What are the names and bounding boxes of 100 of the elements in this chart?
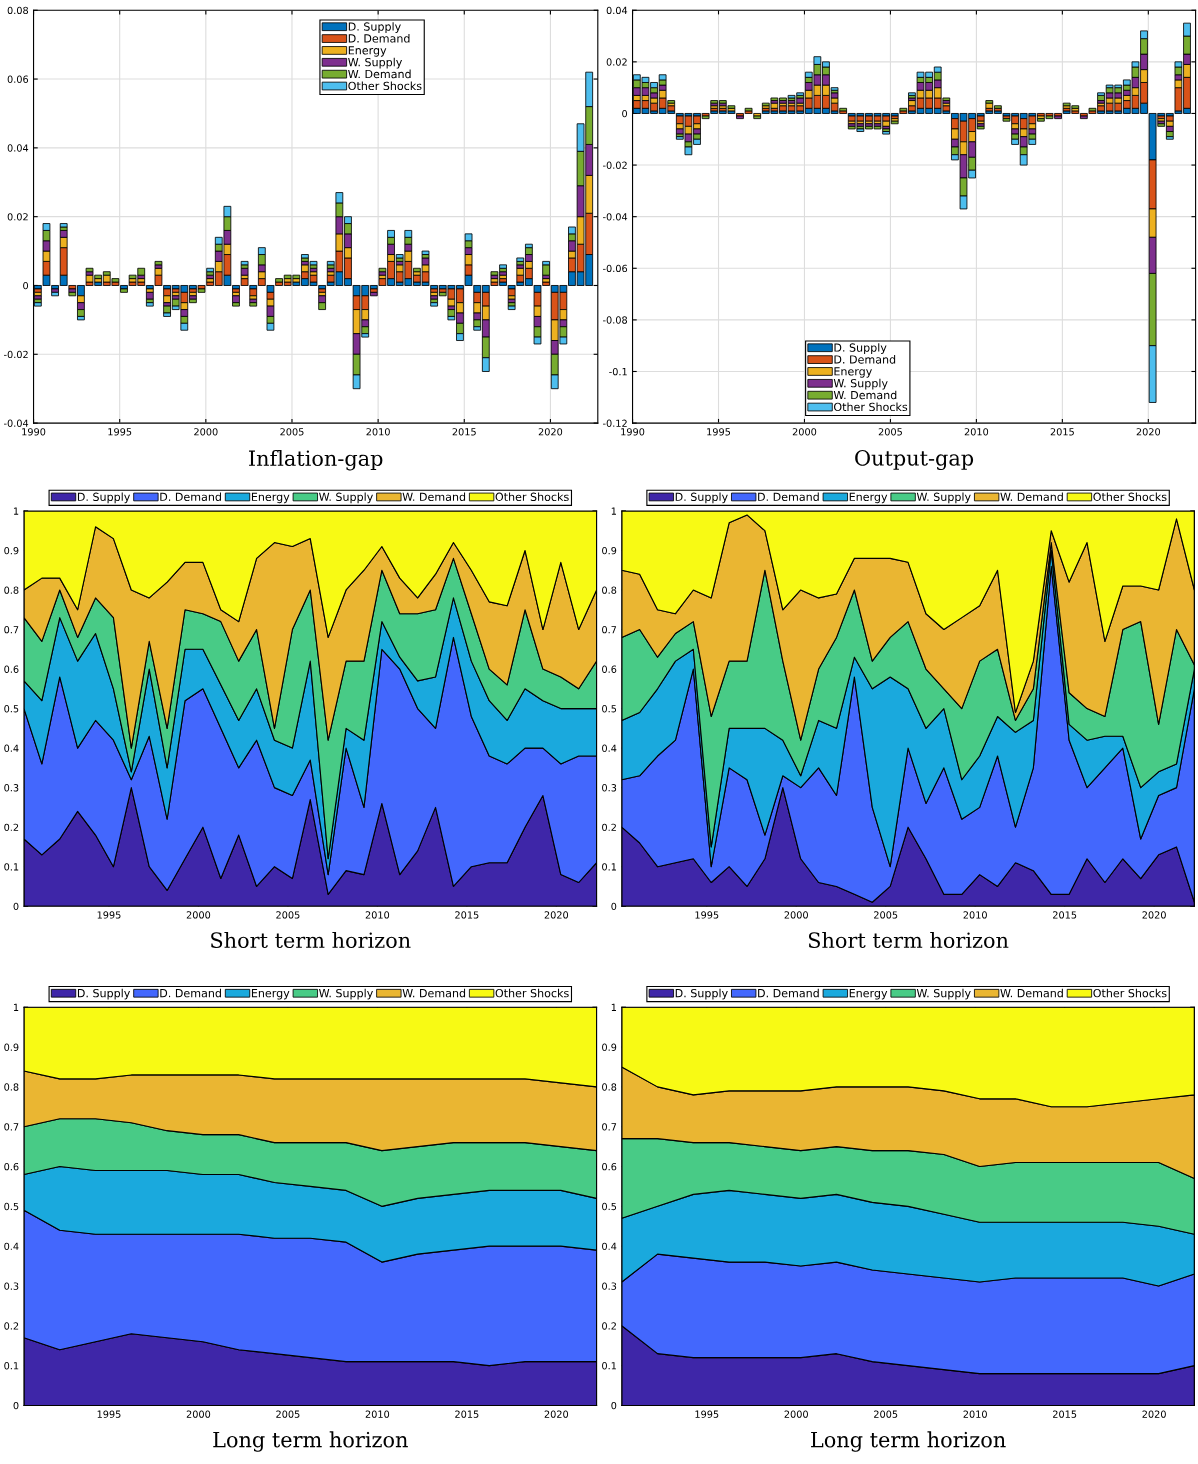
y-tick-label: 0.3 [4,784,19,792]
y-tick-label: 1 [13,1003,19,1011]
y-tick-label: -0.08 [603,316,628,324]
legend-label: D. Supply [675,988,728,1000]
legend-label: D. Supply [675,492,728,504]
y-tick-label: 0.04 [7,144,29,152]
legend-label: D. Supply [834,343,887,354]
y-tick-label: 0.9 [4,546,19,555]
x-tick-label: 2010 [365,911,390,919]
legend-label: Energy [251,989,290,1000]
legend-label: D. Demand [160,492,221,502]
bar [507,288,516,297]
x-tick-label: 1995 [707,428,731,436]
legend-label: D. Supply [348,22,401,33]
legend-label: W. Supply [319,492,373,504]
text: Long term horizon [811,1431,1006,1452]
y-tick-label: 0.3 [602,1282,617,1290]
x-tick-label: 2000 [194,428,218,436]
text: Short term horizon [211,931,411,949]
x-tick-label: 2010 [366,428,390,436]
y-tick-label: 0.8 [602,1083,617,1091]
y-tick-label: 0.2 [4,823,19,831]
x-tick-label: 2000 [784,911,808,919]
x-tick-label: 2010 [963,911,987,919]
y-tick-label: 0.1 [602,1362,616,1370]
legend-label: D. Supply [77,492,131,504]
y-tick-label: 0.5 [4,705,19,713]
legend-label: W. Demand [1000,492,1063,502]
legend-label: W. Supply [319,988,373,1000]
y-tick-label: 0.3 [602,784,617,792]
bar [145,302,154,307]
bar [421,250,430,255]
x-tick-label: 2020 [1136,428,1161,436]
legend-label: Other Shocks [1093,988,1167,998]
y-tick-label: 0 [611,1401,617,1410]
y-tick-label: -0.1 [609,367,627,376]
x-tick-label: 2010 [964,428,989,436]
legend-label: W. Demand [402,988,466,998]
y-tick-label: -0.02 [603,161,627,169]
x-tick-label: 2005 [276,911,300,919]
legend-label: Energy [834,367,872,378]
bar [240,267,249,276]
legend-label: Energy [348,46,387,57]
x-tick-label: 2000 [186,911,211,919]
y-tick-label: -0.12 [603,419,627,427]
y-tick-label: 0.02 [7,213,28,221]
legend-label: W. Demand [1000,988,1063,998]
bar [430,302,438,307]
y-tick-label: 0.4 [602,744,617,752]
y-tick-label: 0.3 [4,1282,19,1290]
y-tick-label: 0.4 [602,1242,617,1250]
x-tick-label: 2020 [544,1410,569,1418]
y-tick-label: 0.4 [4,744,19,752]
x-tick-label: 2005 [874,1410,898,1418]
legend-label: W. Demand [833,390,897,400]
y-tick-label: -0.02 [4,350,28,359]
legend-label: Energy [251,492,290,504]
bar [249,288,258,297]
y-tick-label: 0.7 [4,626,19,634]
legend-label: Other Shocks [495,492,569,502]
legend-label: Other Shocks [495,988,569,998]
legend-label: Other Shocks [834,402,908,412]
y-tick-label: 0.08 [7,6,29,15]
bar [232,295,240,304]
y-tick-label: 1 [611,1003,616,1011]
legend-label: D. Demand [348,34,410,43]
legend-label: W. Supply [833,378,888,390]
bar [499,264,507,269]
legend-label: Other Shocks [348,81,422,91]
text: Long term horizon [213,1431,408,1452]
x-tick-label: 2010 [963,1410,987,1418]
bar [145,291,154,300]
x-tick-label: 1990 [22,428,46,436]
legend-label: W. Supply [916,492,971,504]
x-tick-label: 2015 [455,1410,479,1418]
legend-label: D. Demand [834,355,896,364]
y-tick-label: 0.02 [606,58,627,66]
x-tick-label: 2005 [874,911,898,919]
bar [51,291,59,297]
y-tick-label: 0 [13,1401,19,1410]
y-tick-label: 0 [13,902,19,911]
y-tick-label: 0.6 [602,665,617,673]
x-tick-label: 2020 [1142,1410,1166,1418]
x-tick-label: 1990 [621,428,645,436]
y-tick-label: 0.5 [602,1202,617,1211]
legend-label: D. Demand [160,988,221,998]
y-tick-label: 0 [611,902,617,911]
x-tick-label: 2000 [186,1410,211,1418]
bar [542,264,550,276]
x-tick-label: 2020 [538,428,563,436]
bar [249,302,258,307]
y-tick-label: 0.6 [4,1162,19,1171]
y-tick-label: 0.2 [602,823,616,831]
x-tick-label: 1995 [695,911,719,919]
x-tick-label: 2015 [455,911,479,919]
legend-label: Energy [849,492,888,504]
x-tick-label: 2000 [784,1410,808,1418]
y-tick-label: 0.9 [602,546,617,555]
y-tick-label: 0.1 [602,863,616,871]
x-tick-label: 2020 [544,911,569,919]
